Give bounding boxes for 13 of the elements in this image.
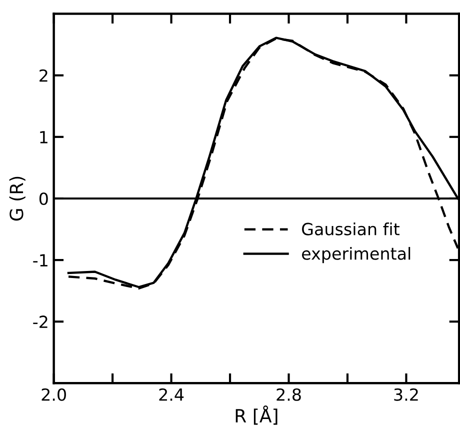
legend-label: experimental <box>302 246 410 264</box>
x-tick-label: 2.4 <box>159 388 184 401</box>
x-tick-label: 2.8 <box>276 388 301 401</box>
y-tick-label: -2 <box>33 316 48 328</box>
x-tick-label: 2.0 <box>42 388 66 401</box>
y-tick-label: 0 <box>39 192 48 206</box>
x-axis-title: R [Å] <box>236 406 278 425</box>
y-tick-label: 2 <box>40 69 48 82</box>
x-tick-label: 3.2 <box>394 388 418 401</box>
legend-label: Gaussian fit <box>302 222 400 236</box>
y-axis-title: G (R) <box>9 176 26 221</box>
y-tick-label: 1 <box>40 131 48 144</box>
y-tick-label: -1 <box>33 254 48 266</box>
